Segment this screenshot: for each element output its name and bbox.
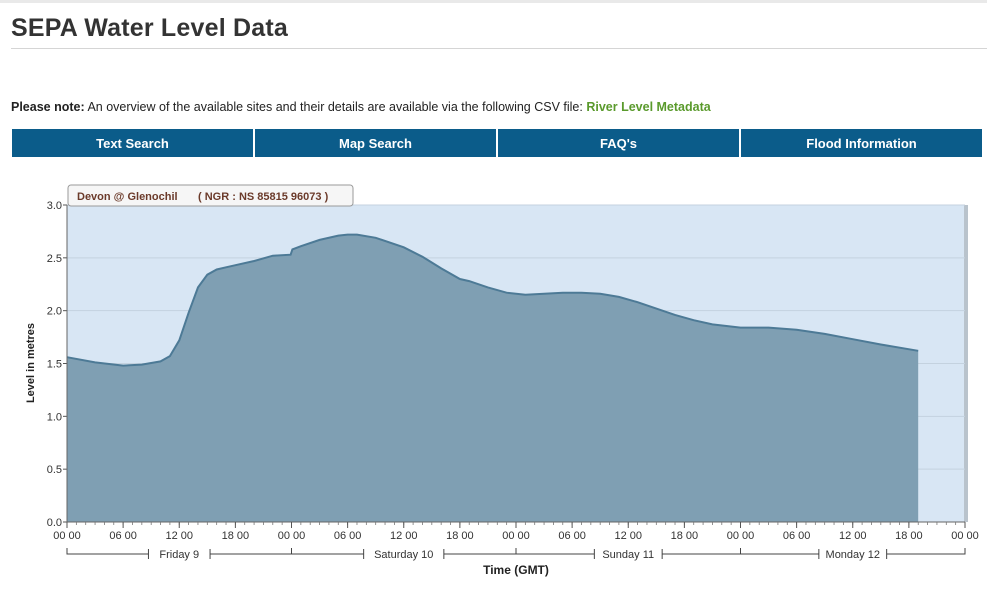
y-tick-label: 1.0 — [47, 411, 62, 423]
day-label-bg — [148, 548, 211, 560]
y-tick-label: 3.0 — [47, 200, 62, 212]
day-label-bg — [818, 548, 887, 560]
day-label-bg — [363, 548, 444, 560]
x-tick-label: 06 00 — [558, 530, 586, 542]
y-tick-label: 0.0 — [47, 517, 62, 529]
x-tick-label: 18 00 — [671, 530, 699, 542]
x-tick-label: 12 00 — [390, 530, 418, 542]
x-tick-label: 06 00 — [783, 530, 811, 542]
title-divider — [11, 48, 987, 49]
station-label: Devon @ Glenochil ( NGR : NS 85815 96073… — [67, 184, 354, 207]
x-tick-label: 00 00 — [727, 530, 755, 542]
x-axis-label: Time (GMT) — [483, 563, 549, 577]
x-tick-label: 00 00 — [278, 530, 306, 542]
y-axis-label: Level in metres — [25, 323, 37, 403]
day-label: Saturday 10 — [374, 549, 433, 561]
level-line — [66, 233, 919, 367]
day-label: Sunday 11 — [602, 549, 654, 561]
x-tick-label: 18 00 — [895, 530, 923, 542]
station-label-box — [67, 184, 354, 207]
plot-layer: 0.0 0.5 1.0 1.5 2.0 2.5 3.0 00 00 06 00 12 00 18 0… — [47, 200, 979, 561]
x-tick-label: 06 00 — [334, 530, 362, 542]
top-border — [0, 0, 987, 3]
x-tick-label: 12 00 — [839, 530, 867, 542]
y-tick-label: 1.5 — [47, 359, 62, 371]
page-title: SEPA Water Level Data — [11, 14, 288, 42]
main-nav: Text Search Map Search FAQ's Flood Infor… — [12, 129, 982, 157]
y-tick-label: 2.0 — [47, 306, 62, 318]
water-level-chart: 0.0 0.5 1.0 1.5 2.0 2.5 3.0 00 00 06 00 12 00 18 0… — [25, 184, 979, 577]
river-level-metadata-link[interactable]: River Level Metadata — [586, 100, 711, 114]
metadata-note: Please note: An overview of the availabl… — [11, 100, 711, 114]
station-name: Devon @ Glenochil — [77, 191, 178, 203]
note-label: Please note: — [11, 100, 85, 114]
plot-shadow-edge — [964, 205, 968, 522]
note-text: An overview of the available sites and t… — [87, 100, 583, 114]
x-tick-label: 18 00 — [222, 530, 250, 542]
tab-map-search[interactable]: Map Search — [255, 129, 498, 157]
x-tick-label: 12 00 — [614, 530, 642, 542]
x-tick-label: 06 00 — [109, 530, 137, 542]
x-tick-label: 00 00 — [951, 530, 979, 542]
station-ngr: ( NGR : NS 85815 96073 ) — [198, 191, 329, 203]
tab-faqs[interactable]: FAQ's — [498, 129, 741, 157]
x-tick-label: 00 00 — [502, 530, 530, 542]
y-tick-label: 0.5 — [47, 464, 62, 476]
day-label: Friday 9 — [159, 549, 199, 561]
x-tick-label: 18 00 — [446, 530, 474, 542]
x-tick-label: 00 00 — [53, 530, 81, 542]
x-tick-label: 12 00 — [165, 530, 193, 542]
day-label: Monday 12 — [826, 549, 880, 561]
y-tick-label: 2.5 — [47, 253, 62, 265]
day-label-bg — [594, 548, 663, 560]
level-area — [67, 234, 919, 522]
tab-text-search[interactable]: Text Search — [12, 129, 255, 157]
tab-flood-information[interactable]: Flood Information — [741, 129, 982, 157]
